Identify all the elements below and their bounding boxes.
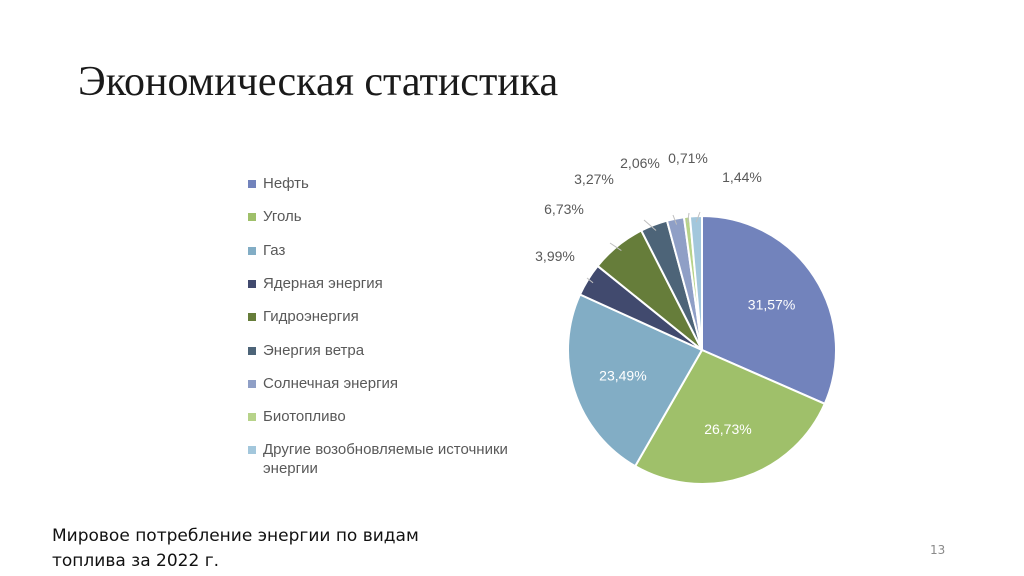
data-label: 3,27% — [574, 171, 614, 187]
leader-line — [586, 277, 594, 284]
data-label: 26,73% — [704, 421, 751, 437]
legend-item: Солнечная энергия — [248, 374, 523, 393]
data-label: 1,44% — [722, 169, 762, 185]
legend-label: Другие возобновляемые источники энергии — [263, 441, 508, 478]
legend-item: Нефть — [248, 174, 523, 193]
legend-swatch — [248, 446, 256, 455]
pie-slice — [701, 214, 837, 406]
data-label: 3,99% — [535, 248, 575, 264]
legend-item: Ядерная энергия — [248, 274, 523, 293]
legend-swatch — [248, 213, 256, 222]
data-label: 0,71% — [668, 150, 708, 166]
legend-label: Солнечная энергия — [263, 374, 399, 392]
legend-label: Гидроэнергия — [263, 308, 359, 326]
legend-item: Газ — [248, 241, 523, 260]
legend-label: Уголь — [263, 208, 302, 226]
leader-line — [672, 214, 678, 225]
legend-swatch — [248, 413, 256, 422]
pie-slice — [633, 348, 827, 485]
data-label: 23,49% — [599, 367, 646, 383]
legend-swatch — [248, 246, 256, 255]
data-label: 2,06% — [620, 155, 660, 171]
legend-swatch — [248, 346, 256, 355]
legend-item: Другие возобновляемые источники энергии — [248, 440, 523, 478]
legend-item: Биотопливо — [248, 407, 523, 426]
leader-line — [687, 212, 690, 223]
slide-caption: Мировое потребление энергии по видам топ… — [52, 526, 419, 571]
legend-label: Энергия ветра — [263, 341, 365, 359]
legend-swatch — [248, 313, 256, 322]
leader-line — [695, 211, 701, 223]
legend-label: Нефть — [263, 175, 309, 192]
data-label: 31,57% — [748, 297, 795, 313]
leader-line — [609, 242, 622, 252]
legend-swatch — [248, 180, 256, 188]
legend-swatch — [248, 279, 256, 288]
data-label: 6,73% — [544, 201, 584, 217]
legend-item: Уголь — [248, 207, 523, 226]
page-number: 13 — [930, 543, 946, 557]
legend-item: Гидроэнергия — [248, 307, 523, 326]
legend-item: Энергия ветра — [248, 341, 523, 360]
legend-label: Газ — [263, 241, 286, 259]
leader-line — [643, 219, 657, 231]
slide-title: Экономическая статистика — [78, 59, 559, 105]
pie-slice — [688, 214, 703, 351]
pie-slice — [567, 293, 704, 468]
legend-label: Ядерная энергия — [263, 274, 383, 292]
legend-swatch — [248, 379, 256, 388]
legend-label: Биотопливо — [263, 408, 346, 426]
